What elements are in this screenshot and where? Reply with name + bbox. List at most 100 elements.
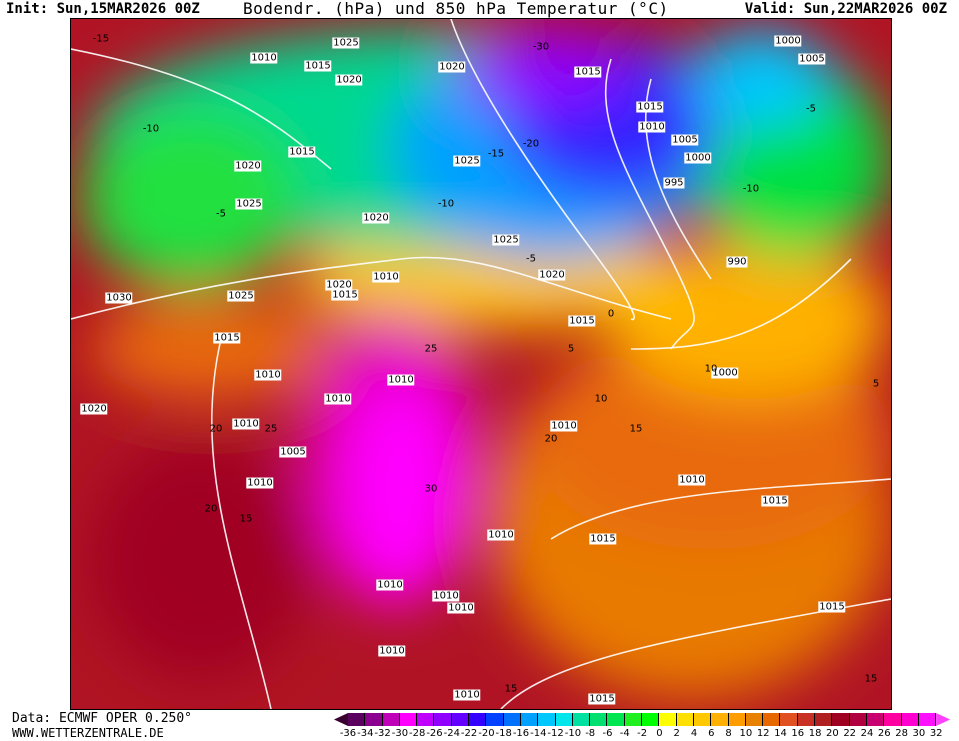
legend-tick-label: -20 bbox=[478, 728, 495, 739]
temperature-contour-label: -5 bbox=[526, 253, 536, 265]
legend-color-box bbox=[918, 713, 937, 726]
isobar-label: 1010 bbox=[232, 418, 260, 430]
isobar-label: 1015 bbox=[288, 146, 316, 158]
legend-tick-label: -14 bbox=[530, 728, 547, 739]
isobar-label: 1015 bbox=[213, 332, 241, 344]
temperature-contour-label: -15 bbox=[487, 148, 505, 160]
legend-color-box bbox=[815, 713, 833, 726]
isobar-label: 1020 bbox=[234, 160, 262, 172]
isobar-label: 1005 bbox=[671, 134, 699, 146]
legend-color-box bbox=[555, 713, 573, 726]
temperature-contour-label: -5 bbox=[216, 208, 226, 220]
isobar-label: 1025 bbox=[453, 155, 481, 167]
legend-color-box bbox=[417, 713, 435, 726]
isobar-label: 1015 bbox=[589, 533, 617, 545]
legend-tick-label: -2 bbox=[637, 728, 648, 739]
legend-ticks: -36 -34 -32 -30 -28 -26 -24 -22 -20 -18 -16 -14 -12-… bbox=[340, 728, 948, 740]
legend-tick-label: 32 bbox=[929, 728, 943, 739]
legend-color-box bbox=[849, 713, 867, 726]
isobar-label: 1010 bbox=[378, 645, 406, 657]
isobar-label: 1015 bbox=[331, 289, 359, 301]
legend-tick-label: -32 bbox=[374, 728, 391, 739]
temperature-contour-label: 10 bbox=[594, 393, 608, 405]
isobar-label: 1010 bbox=[376, 579, 404, 591]
legend-tick-label: -22 bbox=[460, 728, 478, 739]
website-credit: WWW.WETTERZENTRALE.DE bbox=[12, 726, 164, 740]
isobar-label: 1015 bbox=[636, 101, 664, 113]
isobar-label: 1010 bbox=[250, 52, 278, 64]
temperature-contour-label: -10 bbox=[742, 183, 760, 195]
legend-tick-label: 10 bbox=[739, 728, 753, 739]
isobar-label: 1015 bbox=[574, 66, 602, 78]
legend-color-box bbox=[572, 713, 591, 726]
legend-color-box bbox=[399, 713, 418, 726]
isobar-label: 1025 bbox=[332, 37, 360, 49]
legend-tick-label: -8 bbox=[585, 728, 596, 739]
isobar-label: 1010 bbox=[432, 590, 460, 602]
map-title: Bodendr. (hPa) und 850 hPa Temperatur (°… bbox=[243, 0, 669, 18]
legend-color-box bbox=[797, 713, 816, 726]
temperature-contour-label: 5 bbox=[872, 378, 880, 390]
isobar-label: 1020 bbox=[325, 279, 353, 291]
legend-tick-label: -12 bbox=[547, 728, 564, 739]
isobar-label: 1010 bbox=[254, 369, 282, 381]
legend-tick-label: -36 bbox=[339, 728, 357, 739]
isobar-label: 1000 bbox=[711, 367, 739, 379]
isobar-label: 1005 bbox=[798, 53, 826, 65]
valid-time: Valid: Sun,22MAR2026 00Z bbox=[744, 1, 947, 17]
temperature-contour-label: 15 bbox=[629, 423, 643, 435]
legend-tick-label: -34 bbox=[357, 728, 374, 739]
legend-color-box bbox=[486, 713, 504, 726]
temperature-contour-label: 20 bbox=[544, 433, 558, 445]
legend-tick-label: -4 bbox=[619, 728, 630, 739]
legend-tick-label: 0 bbox=[656, 728, 663, 739]
temperature-contour-label: -10 bbox=[437, 198, 455, 210]
legend-color-box bbox=[503, 713, 521, 726]
data-source: Data: ECMWF OPER 0.250° bbox=[12, 711, 193, 726]
legend-color-box bbox=[469, 713, 487, 726]
legend-tick-label: 26 bbox=[877, 728, 891, 739]
legend-tick-label: 20 bbox=[826, 728, 839, 739]
isobar-label: 1020 bbox=[538, 269, 566, 281]
legend-tick-label: 30 bbox=[912, 728, 926, 739]
legend-tick-label: 16 bbox=[791, 728, 805, 739]
legend-tick-label: 6 bbox=[708, 728, 715, 739]
isobar-label: 1010 bbox=[324, 393, 352, 405]
legend-color-box bbox=[382, 713, 400, 726]
temperature-contour-label: 15 bbox=[864, 673, 878, 685]
temperature-contour-label: 5 bbox=[567, 343, 575, 355]
temperature-contour-label: -20 bbox=[522, 138, 540, 150]
isobar-label: 995 bbox=[663, 177, 685, 189]
legend-tick-label: 18 bbox=[808, 728, 822, 739]
legend-color-box bbox=[659, 713, 677, 726]
legend-color-box bbox=[901, 713, 919, 726]
temperature-contour-label: -5 bbox=[806, 103, 816, 115]
temperature-contour-label: 15 bbox=[239, 513, 253, 525]
isobar-label: 990 bbox=[726, 256, 748, 268]
legend-tick-label: -26 bbox=[426, 728, 443, 739]
legend-color-box bbox=[676, 713, 694, 726]
isobar-label: 1010 bbox=[372, 271, 400, 283]
temperature-contour-label: 10 bbox=[704, 363, 718, 375]
legend-color-box bbox=[624, 713, 643, 726]
isobar-label: 1015 bbox=[568, 315, 596, 327]
isobar-label: 1010 bbox=[246, 477, 274, 489]
isobar-label: 1010 bbox=[487, 529, 515, 541]
isobar-label: 1010 bbox=[678, 474, 706, 486]
legend-color-box bbox=[832, 713, 850, 726]
legend-tick-label: 28 bbox=[895, 728, 908, 739]
legend-color-box bbox=[348, 713, 366, 726]
legend-tick-label: -16 bbox=[512, 728, 530, 739]
temperature-contour-label: -30 bbox=[532, 41, 550, 53]
legend-tick-label: 14 bbox=[774, 728, 787, 739]
legend-tick-label: 24 bbox=[860, 728, 874, 739]
legend-color-box bbox=[728, 713, 746, 726]
legend-color-box bbox=[607, 713, 625, 726]
isobar-label: 1015 bbox=[304, 60, 332, 72]
temperature-contour-label: -10 bbox=[142, 123, 160, 135]
color-legend bbox=[334, 713, 951, 726]
footer-bar: Data: ECMWF OPER 0.250° WWW.WETTERZENTRA… bbox=[0, 710, 959, 741]
temperature-contour-label: 20 bbox=[209, 423, 223, 435]
legend-color-box bbox=[590, 713, 608, 726]
isobar-label: 1015 bbox=[818, 601, 846, 613]
